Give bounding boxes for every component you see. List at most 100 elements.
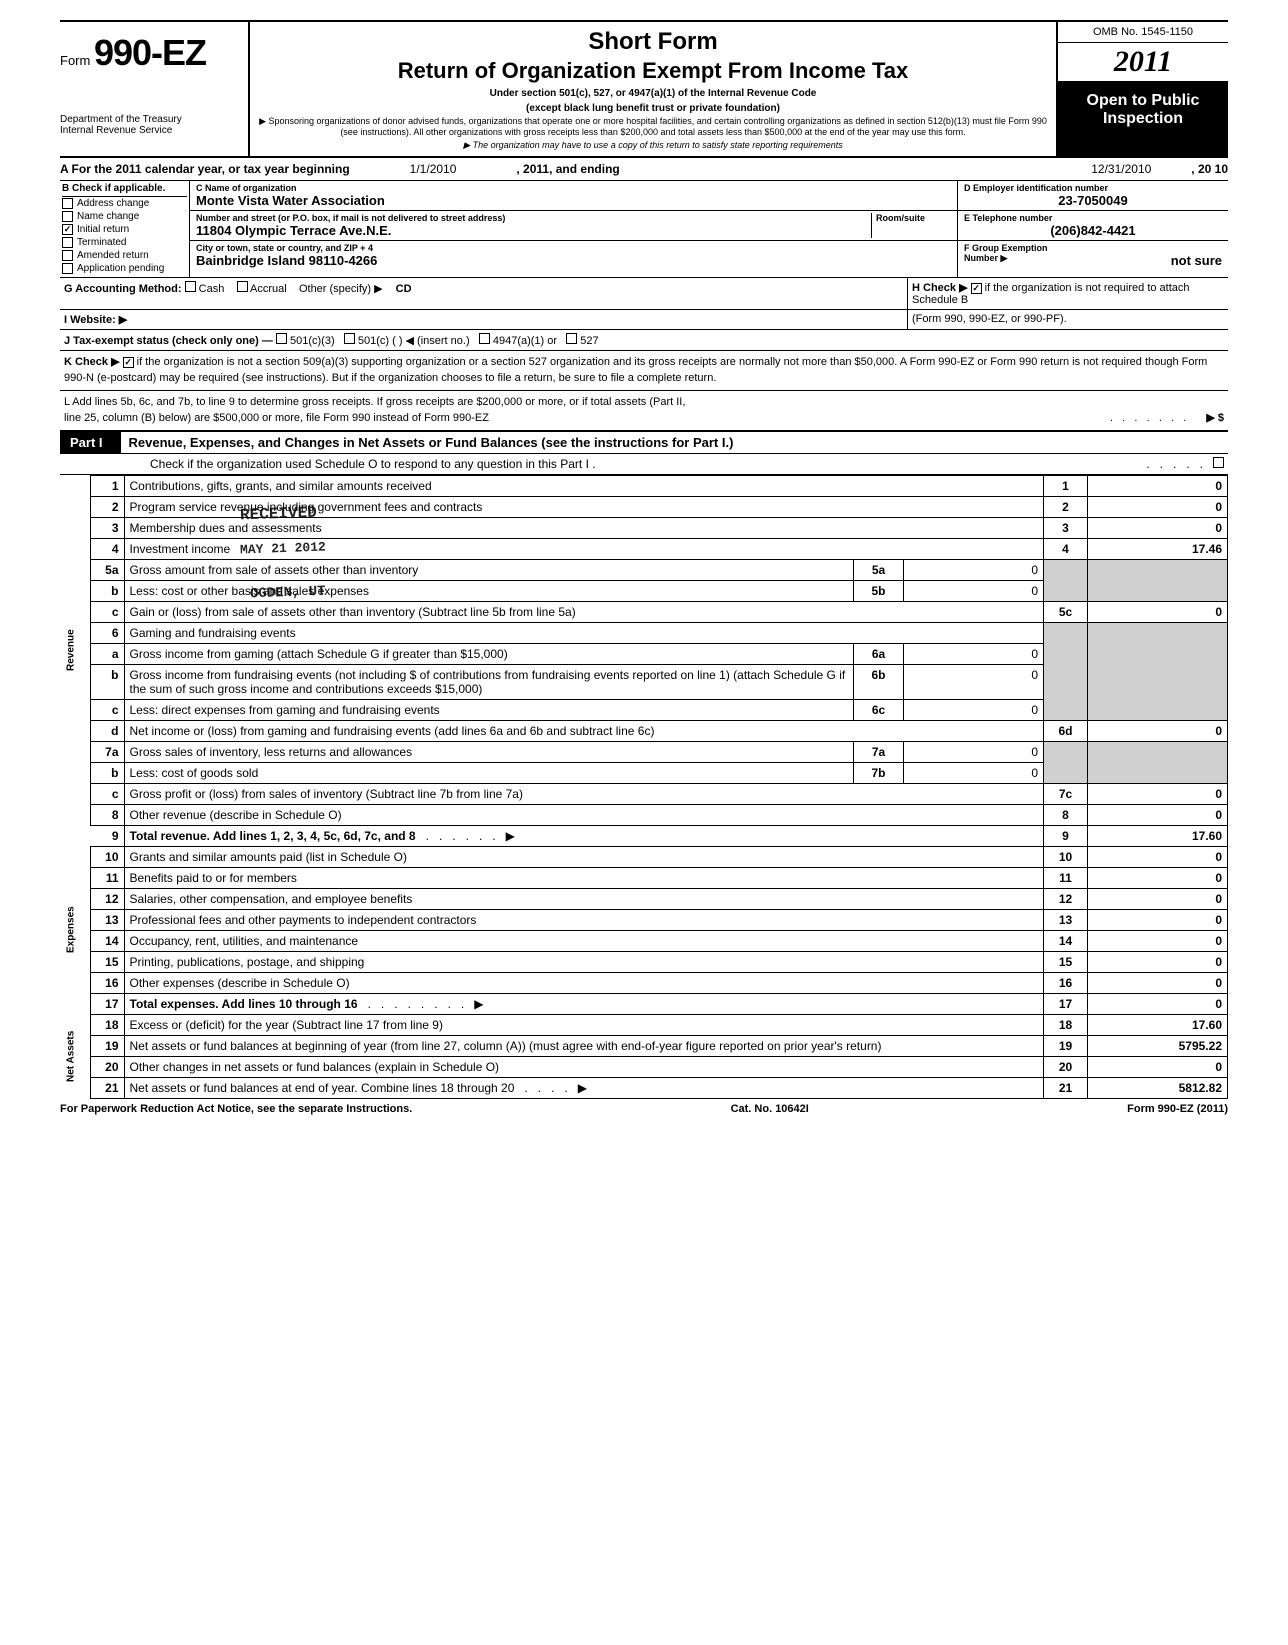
form-number: 990-EZ (94, 32, 206, 73)
addr-label: Number and street (or P.O. box, if mail … (196, 213, 871, 223)
amt-21: 5812.82 (1088, 1077, 1228, 1098)
ln-2: 2 (90, 496, 124, 517)
sv-6a: 0 (904, 643, 1044, 664)
l-text-1: L Add lines 5b, 6c, and 7b, to line 9 to… (64, 395, 1224, 410)
city-label: City or town, state or country, and ZIP … (196, 243, 951, 253)
ln-15: 15 (90, 951, 124, 972)
colb-item-4: Amended return (62, 249, 187, 262)
colb-item-2: ✓ Initial return (62, 223, 187, 236)
k-checkbox[interactable]: ✓ (123, 357, 134, 368)
sb-6b: 6b (854, 664, 904, 699)
ln-5b: b (90, 580, 124, 601)
ln-4: 4 (90, 538, 124, 559)
amt-6d: 0 (1088, 720, 1228, 741)
open-line2: Inspection (1062, 110, 1224, 128)
shade-5 (1044, 559, 1088, 601)
sb-6c: 6c (854, 699, 904, 720)
colb-checkbox-1[interactable] (62, 211, 73, 222)
nc-3: 3 (1044, 517, 1088, 538)
ln-14: 14 (90, 930, 124, 951)
sv-7a: 0 (904, 741, 1044, 762)
amt-10: 0 (1088, 846, 1228, 867)
accrual-checkbox[interactable] (237, 281, 248, 292)
j-insert: ) ◀ (insert no.) (399, 335, 470, 347)
group-label: F Group Exemption (964, 243, 1222, 253)
j-527: 527 (580, 335, 598, 347)
ein-label: D Employer identification number (964, 183, 1222, 193)
footer-left: For Paperwork Reduction Act Notice, see … (60, 1103, 412, 1115)
room-label: Room/suite (876, 213, 951, 223)
ln-8: 8 (90, 804, 124, 825)
ln-6d: d (90, 720, 124, 741)
amt-5c: 0 (1088, 601, 1228, 622)
amt-12: 0 (1088, 888, 1228, 909)
line-a-mid: , 2011, and ending (516, 162, 619, 176)
amt-7c: 0 (1088, 783, 1228, 804)
ld-6c: Less: direct expenses from gaming and fu… (130, 703, 440, 717)
colb-item-5: Application pending (62, 262, 187, 275)
amt-4: 17.46 (1088, 538, 1228, 559)
sv-5a: 0 (904, 559, 1044, 580)
j-527-checkbox[interactable] (566, 333, 577, 344)
nc-9: 9 (1044, 825, 1088, 846)
amt-15: 0 (1088, 951, 1228, 972)
h-checkbox[interactable]: ✓ (971, 283, 982, 294)
nc-15: 15 (1044, 951, 1088, 972)
amt-18: 17.60 (1088, 1014, 1228, 1035)
line-a-end: 12/31/2010 (1091, 162, 1191, 176)
colb-checkbox-2[interactable]: ✓ (62, 224, 73, 235)
group-number-label: Number ▶ (964, 253, 1007, 268)
ld-12: Salaries, other compensation, and employ… (130, 892, 413, 906)
j-501c-checkbox[interactable] (344, 333, 355, 344)
shade-5v (1088, 559, 1228, 601)
sb-5b: 5b (854, 580, 904, 601)
ld-9: Total revenue. Add lines 1, 2, 3, 4, 5c,… (130, 829, 416, 843)
omb-number: OMB No. 1545-1150 (1058, 22, 1228, 43)
part1-checkbox[interactable] (1213, 457, 1224, 468)
row-i: I Website: ▶ (Form 990, 990-EZ, or 990-P… (60, 310, 1228, 330)
colb-label-1: Name change (77, 211, 139, 222)
ln-16: 16 (90, 972, 124, 993)
cash-checkbox[interactable] (185, 281, 196, 292)
part1-tab: Part I (60, 432, 121, 453)
h-text-2: (Form 990, 990-EZ, or 990-PF). (908, 310, 1228, 329)
fineprint-1: ▶ Sponsoring organizations of donor advi… (258, 116, 1048, 138)
short-form: Short Form (258, 28, 1048, 56)
nc-7c: 7c (1044, 783, 1088, 804)
colb-checkbox-5[interactable] (62, 263, 73, 274)
ld-6: Gaming and fundraising events (130, 626, 296, 640)
sidebar-expenses: Expenses (60, 846, 90, 1014)
nc-8: 8 (1044, 804, 1088, 825)
sidebar-revenue: Revenue (60, 475, 90, 825)
shade-6 (1044, 622, 1088, 720)
k-text: if the organization is not a section 509… (64, 356, 1207, 383)
line-a: A For the 2011 calendar year, or tax yea… (60, 158, 1228, 181)
colb-checkbox-0[interactable] (62, 198, 73, 209)
group-value: not sure (1171, 253, 1222, 268)
ld-13: Professional fees and other payments to … (130, 913, 477, 927)
colb-checkbox-3[interactable] (62, 237, 73, 248)
colb-checkbox-4[interactable] (62, 250, 73, 261)
ld-8: Other revenue (describe in Schedule O) (130, 808, 342, 822)
ld-10: Grants and similar amounts paid (list in… (130, 850, 407, 864)
h-label: H Check ▶ (912, 282, 968, 294)
line-a-begin: 1/1/2010 (350, 162, 517, 176)
j-4947-checkbox[interactable] (479, 333, 490, 344)
ld-4: Investment income (130, 542, 231, 556)
ld-7c: Gross profit or (loss) from sales of inv… (130, 787, 523, 801)
nc-19: 19 (1044, 1035, 1088, 1056)
form-header: Form 990-EZ Department of the Treasury I… (60, 20, 1228, 158)
amt-3: 0 (1088, 517, 1228, 538)
lines-table: Revenue 1 Contributions, gifts, grants, … (60, 475, 1228, 1099)
j-501c: 501(c) ( (358, 335, 396, 347)
ln-6: 6 (90, 622, 124, 643)
ln-6c: c (90, 699, 124, 720)
colb-label-2: Initial return (77, 224, 129, 235)
addr-value: 11804 Olympic Terrace Ave.N.E. (196, 223, 871, 238)
l-arrow: ▶ $ (1206, 411, 1224, 426)
j-501c3-checkbox[interactable] (276, 333, 287, 344)
ld-11: Benefits paid to or for members (130, 871, 297, 885)
ld-15: Printing, publications, postage, and shi… (130, 955, 365, 969)
ln-19: 19 (90, 1035, 124, 1056)
ln-18: 18 (90, 1014, 124, 1035)
